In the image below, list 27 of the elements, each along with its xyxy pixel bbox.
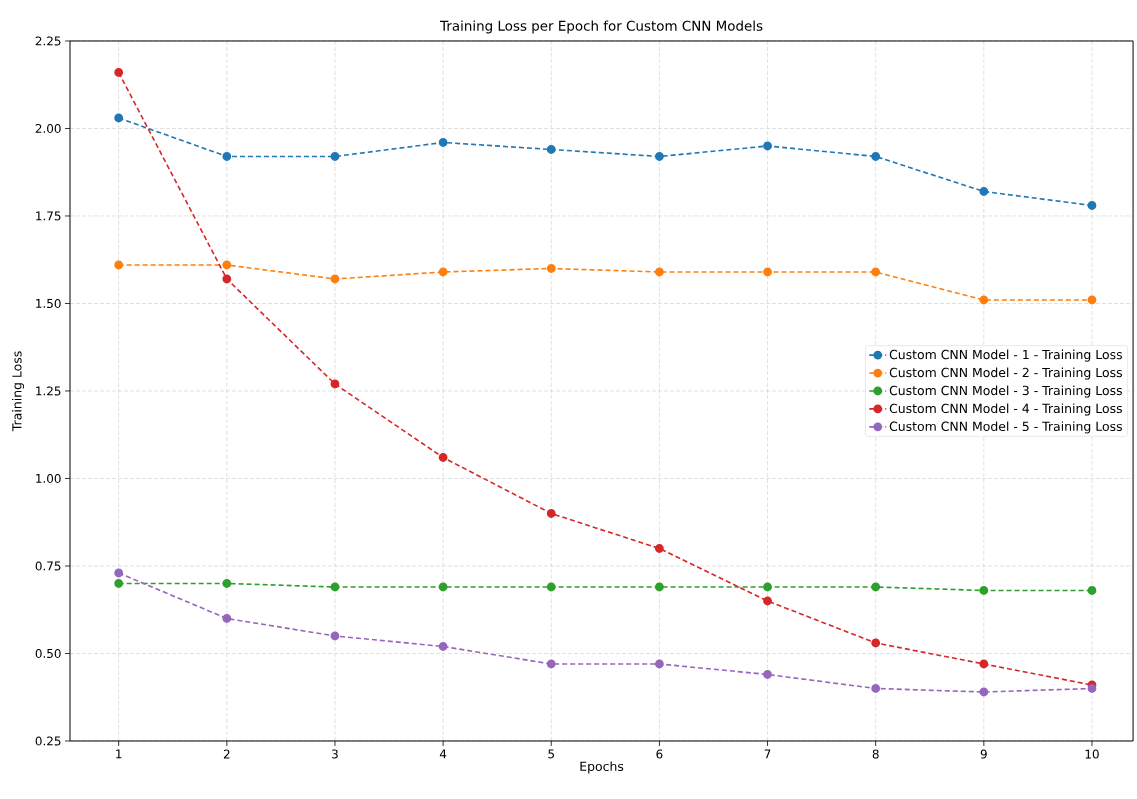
y-tick-label: 0.75	[35, 561, 61, 571]
legend-label: Custom CNN Model - 3 - Training Loss	[889, 385, 1122, 398]
chart-title: Training Loss per Epoch for Custom CNN Models	[440, 20, 763, 34]
x-tick-label: 3	[332, 749, 338, 759]
x-tick-label: 8	[872, 749, 879, 759]
x-tick-label: 7	[764, 749, 771, 759]
x-tick-label: 10	[1085, 749, 1099, 759]
y-tick-label: 0.25	[35, 736, 61, 746]
y-tick-label: 1.25	[36, 386, 61, 396]
legend-label: Custom CNN Model - 1 - Training Loss	[889, 349, 1122, 362]
x-tick-label: 4	[439, 749, 447, 759]
y-tick-label: 1.50	[36, 298, 61, 309]
y-tick-label: 1.75	[36, 211, 61, 221]
x-tick-label: 9	[980, 749, 987, 759]
x-axis-title: Epochs	[580, 761, 624, 774]
y-axis-title: Training Loss	[11, 351, 25, 432]
legend-label: Custom CNN Model - 2 - Training Loss	[889, 367, 1122, 380]
y-tick-label: 0.50	[35, 648, 61, 659]
x-tick-label: 2	[223, 749, 230, 759]
legend-label: Custom CNN Model - 5 - Training Loss	[889, 421, 1122, 434]
y-tick-label: 1.00	[36, 473, 61, 484]
y-tick-label: 2.25	[35, 36, 61, 46]
x-tick-label: 5	[548, 749, 555, 759]
x-tick-label: 6	[656, 749, 663, 759]
x-tick-label: 1	[116, 749, 122, 759]
y-tick-label: 2.00	[35, 123, 61, 133]
legend-label: Custom CNN Model - 4 - Training Loss	[889, 403, 1122, 416]
